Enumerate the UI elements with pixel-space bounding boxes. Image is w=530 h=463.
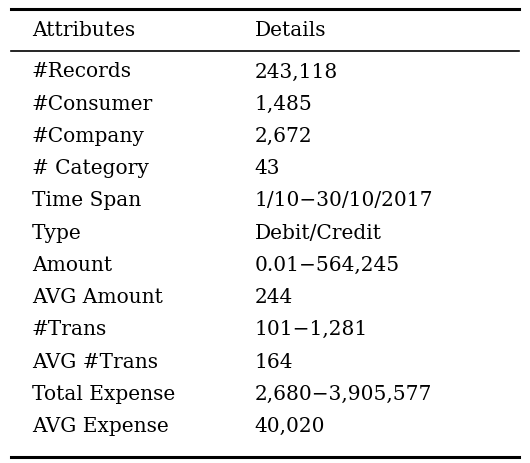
Text: Debit/Credit: Debit/Credit: [254, 223, 382, 242]
Text: 0.01−564,245: 0.01−564,245: [254, 256, 400, 274]
Text: Type: Type: [32, 223, 82, 242]
Text: Amount: Amount: [32, 256, 112, 274]
Text: 40,020: 40,020: [254, 416, 325, 435]
Text: #Consumer: #Consumer: [32, 94, 153, 113]
Text: Attributes: Attributes: [32, 21, 135, 39]
Text: #Trans: #Trans: [32, 320, 107, 338]
Text: 164: 164: [254, 352, 293, 371]
Text: AVG #Trans: AVG #Trans: [32, 352, 158, 371]
Text: 43: 43: [254, 159, 280, 178]
Text: Total Expense: Total Expense: [32, 384, 175, 403]
Text: 1,485: 1,485: [254, 94, 312, 113]
Text: 244: 244: [254, 288, 293, 307]
Text: Details: Details: [254, 21, 326, 39]
Text: 2,672: 2,672: [254, 127, 312, 145]
Text: 2,680−3,905,577: 2,680−3,905,577: [254, 384, 432, 403]
Text: #Records: #Records: [32, 63, 132, 81]
Text: 101−1,281: 101−1,281: [254, 320, 368, 338]
Text: 243,118: 243,118: [254, 63, 338, 81]
Text: Time Span: Time Span: [32, 191, 141, 210]
Text: #Company: #Company: [32, 127, 145, 145]
Text: # Category: # Category: [32, 159, 149, 178]
Text: AVG Expense: AVG Expense: [32, 416, 169, 435]
Text: AVG Amount: AVG Amount: [32, 288, 163, 307]
Text: 1/10−30/10/2017: 1/10−30/10/2017: [254, 191, 433, 210]
